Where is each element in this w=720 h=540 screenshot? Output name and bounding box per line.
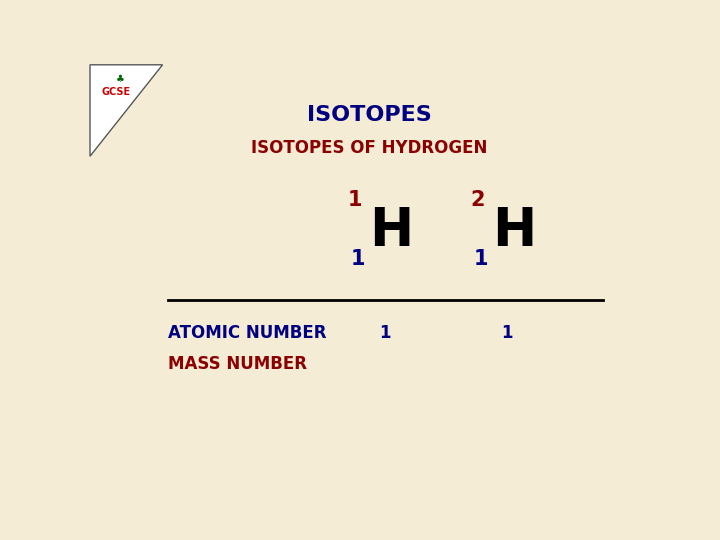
Text: 1: 1 bbox=[348, 190, 362, 210]
Text: 1: 1 bbox=[474, 249, 488, 269]
Text: 2: 2 bbox=[471, 190, 485, 210]
Text: MASS NUMBER: MASS NUMBER bbox=[168, 355, 307, 373]
Text: H: H bbox=[369, 205, 413, 257]
Text: 1: 1 bbox=[351, 249, 366, 269]
Polygon shape bbox=[90, 65, 163, 156]
Text: 1: 1 bbox=[379, 324, 390, 342]
Text: ATOMIC NUMBER: ATOMIC NUMBER bbox=[168, 324, 327, 342]
Text: 1: 1 bbox=[502, 324, 513, 342]
Text: GCSE: GCSE bbox=[101, 87, 130, 97]
Text: ♣: ♣ bbox=[117, 75, 125, 84]
Text: ISOTOPES OF HYDROGEN: ISOTOPES OF HYDROGEN bbox=[251, 139, 487, 157]
Text: H: H bbox=[492, 205, 536, 257]
Text: ISOTOPES: ISOTOPES bbox=[307, 105, 431, 125]
